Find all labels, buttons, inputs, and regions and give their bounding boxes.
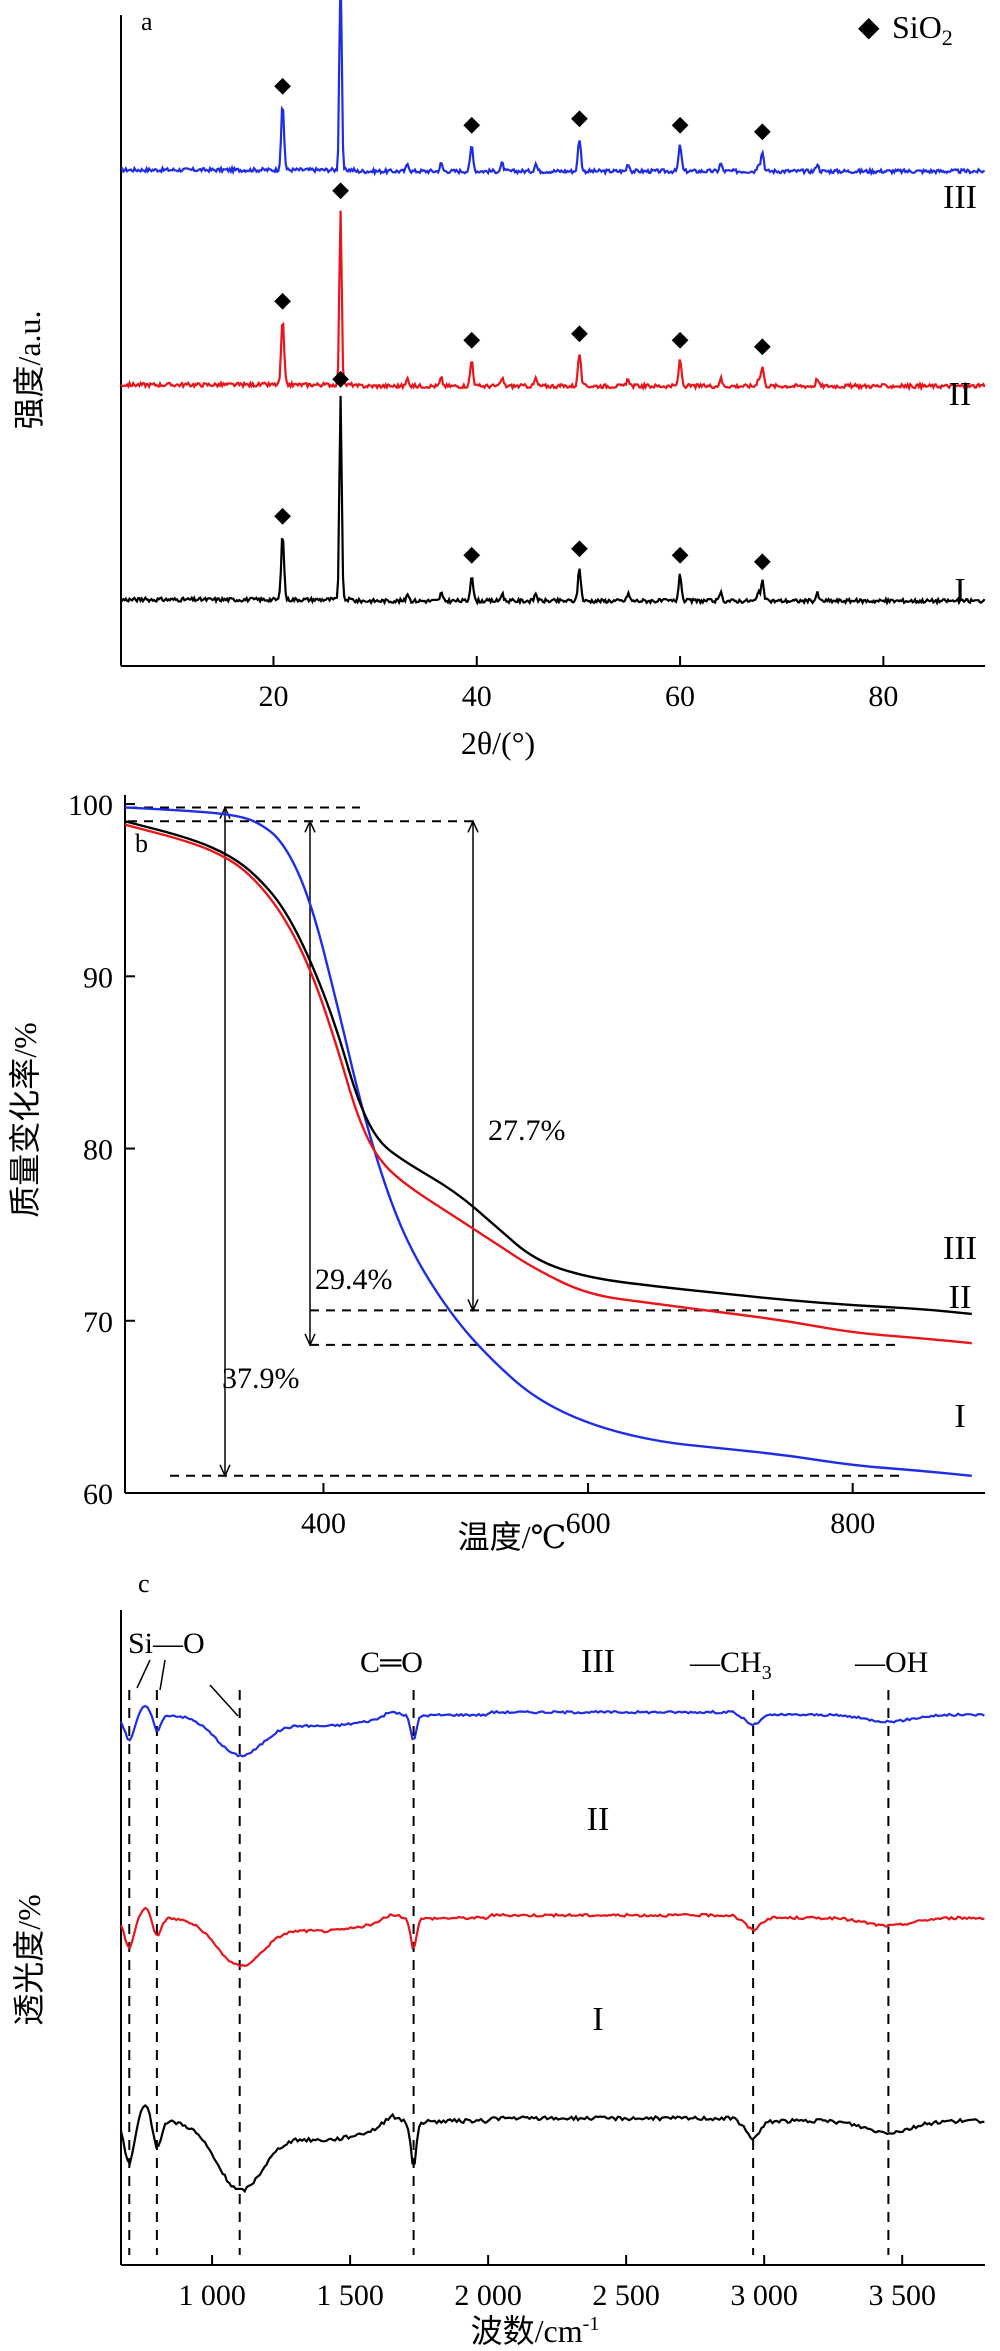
c-ticks: 1 000 1 500 2 000 2 500 3 000 3 500	[178, 2255, 936, 2312]
c-sio-arrow-1	[136, 1659, 151, 1689]
a-sio2-marker: ◆	[672, 326, 689, 351]
b-arrow-head-bottom	[467, 1299, 479, 1313]
b-arrow-head-top	[304, 819, 316, 833]
c-sio-arrow-3	[209, 1684, 239, 1717]
a-sio2-marker: ◆	[672, 111, 689, 136]
a-sio2-marker: ◆	[571, 105, 588, 130]
c-y-axis-title: 透光度/%	[11, 1894, 47, 2026]
b-y-tick-label: 80	[83, 1134, 113, 1167]
b-series-group	[124, 806, 972, 1477]
c-band-lines	[128, 1690, 890, 2255]
a-legend-text: SiO	[892, 9, 942, 45]
a-sio2-marker: ◆	[274, 72, 291, 97]
c-band-ch3-main: —CH	[689, 1646, 762, 1679]
c-series-group	[119, 1704, 985, 2194]
b-series-III	[124, 820, 972, 1316]
a-series-group: ◆ ◆ ◆ ◆ ◆ ◆ ◆ ◆ ◆ ◆ ◆ ◆ ◆ ◆ ◆ ◆ ◆ ◆	[120, 0, 986, 606]
a-x-tick-label: 60	[665, 680, 695, 713]
b-arrow-head-bottom	[304, 1333, 316, 1347]
c-x-axis-title-sup: -1	[583, 2313, 600, 2335]
c-label-I: I	[592, 2001, 603, 2038]
c-band-ch3-sub: 3	[762, 1662, 772, 1684]
a-series-III	[120, 0, 986, 177]
b-label-III: III	[943, 1230, 977, 1267]
c-series-I	[119, 2104, 985, 2194]
a-panel-letter: a	[141, 7, 153, 36]
c-panel-letter: c	[138, 1569, 150, 1598]
a-sio2-marker: ◆	[332, 176, 349, 201]
c-x-tick-label: 1 500	[316, 2279, 384, 2312]
b-series-II	[124, 823, 972, 1345]
a-sio2-marker: ◆	[332, 365, 349, 390]
a-sio2-marker: ◆	[274, 287, 291, 312]
b-y-tick-label: 90	[83, 961, 113, 994]
c-x-tick-label: 2 500	[592, 2279, 660, 2312]
b-y-tick-label: 100	[68, 789, 113, 822]
c-series-II	[119, 1906, 985, 1968]
a-legend-label: SiO2	[892, 9, 953, 50]
a-label-II: II	[949, 376, 972, 413]
c-x-tick-label: 2 000	[454, 2279, 522, 2312]
a-sio2-marker: ◆	[463, 111, 480, 136]
b-label-II: II	[949, 1279, 972, 1316]
b-loss-I: 37.9%	[222, 1362, 300, 1395]
a-x-tick-label: 40	[462, 680, 492, 713]
c-x-axis-title-main: 波数/cm	[471, 2313, 583, 2349]
c-x-tick-label: 3 500	[868, 2279, 936, 2312]
b-loss-II: 29.4%	[315, 1263, 393, 1296]
b-x-tick-label: 800	[830, 1507, 875, 1540]
c-x-tick-label: 3 000	[730, 2279, 798, 2312]
b-x-tick-label: 400	[301, 1507, 346, 1540]
c-x-axis-title: 波数/cm-1	[471, 2313, 600, 2349]
a-y-axis-title: 强度/a.u.	[11, 310, 47, 429]
b-series-I	[124, 806, 972, 1477]
a-sio2-marker: ◆	[274, 502, 291, 527]
b-y-axis-title: 质量变化率/%	[7, 1022, 43, 1218]
b-label-I: I	[954, 1398, 965, 1435]
b-arrow-head-top	[467, 819, 479, 833]
a-x-axis-title: 2θ/(°)	[461, 725, 535, 761]
c-label-II: II	[587, 1801, 610, 1838]
a-sio2-marker: ◆	[754, 333, 771, 358]
a-sio2-marker: ◆	[463, 326, 480, 351]
a-x-tick-label: 20	[258, 680, 288, 713]
a-sio2-marker: ◆	[571, 534, 588, 559]
c-sio-arrow-2	[159, 1659, 166, 1691]
a-label-I: I	[954, 572, 965, 609]
panel-b-tga: b 400 600 800 60 70 80 90 100 温度/℃ 质量变化率/% 27.7…	[7, 789, 985, 1555]
a-sio2-marker: ◆	[463, 541, 480, 566]
b-arrow-head-bottom	[219, 1464, 231, 1478]
panel-c-ftir: c 1 000 1 500 2 000 2 500 3 000 3 500 波数/cm-1…	[11, 1569, 985, 2349]
b-y-tick-label: 60	[83, 1478, 113, 1511]
b-x-axis-title: 温度/℃	[458, 1519, 567, 1555]
a-label-III: III	[943, 179, 977, 216]
panel-a-xrd: a 20 40 60 80 2θ/(°) 强度/a.u. ◆ SiO2 ◆◆ ◆ ◆ ◆◆◆…	[11, 0, 986, 761]
a-x-ticks: 20 40 60 80	[258, 656, 898, 713]
b-ticks: 400 600 800 60 70 80 90 100	[68, 789, 875, 1540]
c-band-sio: Si—O	[128, 1627, 205, 1660]
a-legend: ◆ SiO2	[858, 9, 953, 50]
a-sio2-marker: ◆	[571, 320, 588, 345]
c-band-ch3: —CH3	[689, 1646, 772, 1684]
c-band-oh: —OH	[854, 1646, 928, 1679]
b-panel-letter: b	[135, 829, 148, 858]
a-legend-sub: 2	[942, 25, 953, 50]
a-sio2-marker: ◆	[754, 118, 771, 143]
c-label-III: III	[581, 1643, 615, 1680]
b-x-tick-label: 600	[566, 1507, 611, 1540]
a-series-I	[120, 395, 986, 606]
a-series-II	[120, 210, 986, 392]
c-x-tick-label: 1 000	[178, 2279, 246, 2312]
a-sio2-marker: ◆	[672, 541, 689, 566]
a-sio2-marker: ◆	[754, 547, 771, 572]
b-y-tick-label: 70	[83, 1306, 113, 1339]
a-x-tick-label: 80	[868, 680, 898, 713]
b-loss-III: 27.7%	[488, 1114, 566, 1147]
a-legend-marker: ◆	[858, 12, 880, 43]
c-series-III	[119, 1704, 985, 1758]
c-band-co: C═O	[360, 1646, 423, 1679]
